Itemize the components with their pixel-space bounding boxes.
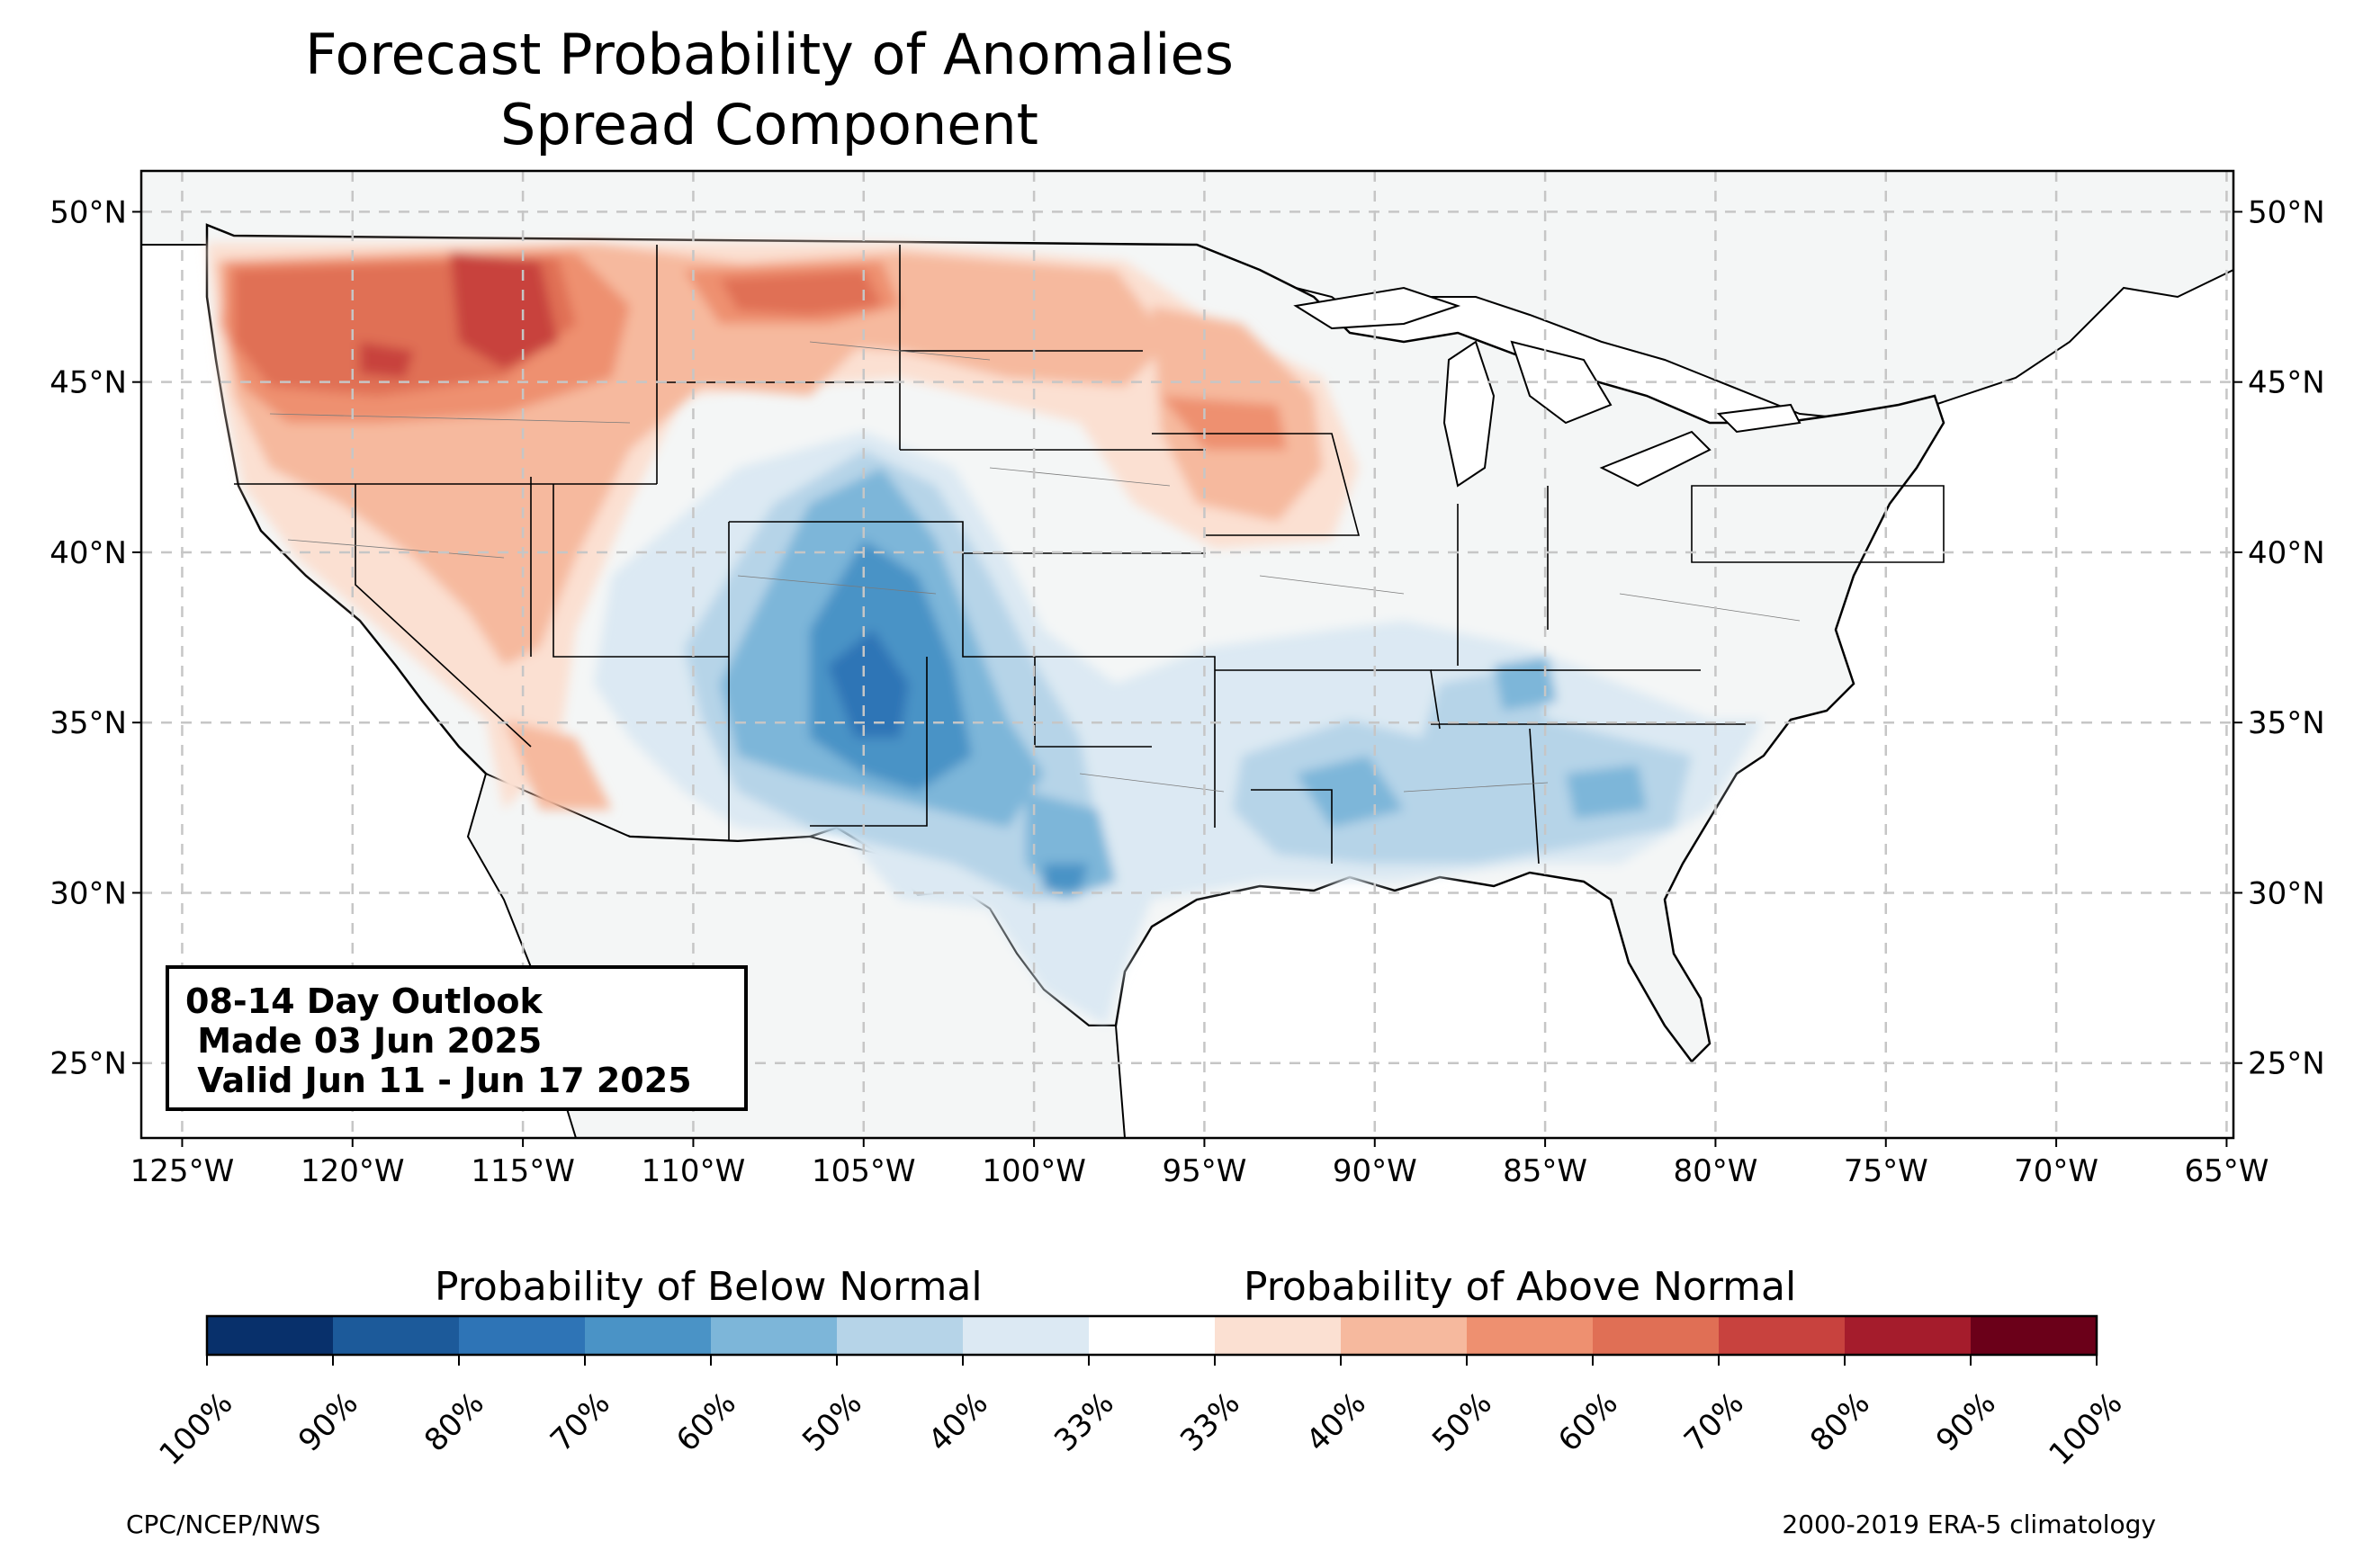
outlook-made-date: Made 03 Jun 2025 [185, 1021, 543, 1061]
lat-tick-label-left: 40°N [49, 535, 127, 571]
lat-tick-label-right: 45°N [2248, 365, 2325, 401]
colorbar-segment [459, 1316, 586, 1355]
chart-title: Forecast Probability of Anomalies Spread… [0, 20, 1539, 160]
colorbar-segment [1971, 1316, 2098, 1355]
axis-ticks: 125°W 120°W 115°W 110°W 105°W 100°W 95°W 90°W 85… [49, 194, 2324, 1189]
map-gridlines [141, 171, 2233, 1138]
lat-tick-label-right: 25°N [2248, 1046, 2325, 1082]
lon-tick-label: 85°W [1503, 1153, 1587, 1189]
colorbar-segment [207, 1316, 334, 1355]
colorbar-below-label: Probability of Below Normal [435, 1264, 983, 1310]
colorbar-segment [1719, 1316, 1846, 1355]
colorbar [205, 1314, 2098, 1366]
credit-climatology: 2000-2019 ERA-5 climatology [1782, 1510, 2156, 1539]
lat-tick-label-left: 25°N [49, 1046, 127, 1082]
above-normal-shading [207, 243, 1359, 810]
map-frame [139, 169, 2235, 1140]
lon-tick-label: 125°W [130, 1153, 235, 1189]
outlook-valid-range: Valid Jun 11 - Jun 17 2025 [185, 1061, 692, 1100]
lon-tick-label: 110°W [642, 1153, 746, 1189]
colorbar-segment [711, 1316, 838, 1355]
lat-tick-label-right: 40°N [2248, 535, 2325, 571]
lat-tick-label-right: 30°N [2248, 875, 2325, 911]
lon-tick-label: 65°W [2184, 1153, 2269, 1189]
minor-boundaries [269, 341, 1801, 793]
outlook-title: 08-14 Day Outlook [185, 981, 543, 1021]
colorbar-segment [585, 1316, 712, 1355]
colorbar-segment [333, 1316, 460, 1355]
colorbar-above-label: Probability of Above Normal [1244, 1264, 1797, 1310]
colorbar-segment [1215, 1316, 1342, 1355]
title-line-1: Forecast Probability of Anomalies [305, 22, 1234, 87]
below-normal-shading [594, 432, 1764, 1026]
lon-tick-label: 105°W [812, 1153, 916, 1189]
lon-tick-label: 95°W [1162, 1153, 1246, 1189]
colorbar-segment [963, 1316, 1090, 1355]
lat-tick-label-right: 35°N [2248, 705, 2325, 741]
outlook-info-box: 08-14 Day Outlook Made 03 Jun 2025 Valid… [166, 965, 748, 1111]
lat-tick-label-left: 50°N [49, 194, 127, 230]
colorbar-segment [1467, 1316, 1594, 1355]
lat-tick-label-left: 45°N [49, 365, 127, 401]
title-line-2: Spread Component [500, 92, 1038, 157]
lon-tick-label: 90°W [1333, 1153, 1417, 1189]
lat-tick-label-left: 30°N [49, 875, 127, 911]
colorbar-segment [1341, 1316, 1468, 1355]
lon-tick-label: 80°W [1673, 1153, 1757, 1189]
state-boundaries [234, 245, 1945, 865]
lon-tick-label: 75°W [1844, 1153, 1928, 1189]
lat-tick-label-left: 35°N [49, 705, 127, 741]
colorbar-frame [205, 1314, 2098, 1357]
lon-tick-label: 100°W [982, 1153, 1086, 1189]
lon-tick-label: 70°W [2014, 1153, 2098, 1189]
colorbar-segment [837, 1316, 964, 1355]
lon-tick-label: 120°W [301, 1153, 405, 1189]
lon-tick-label: 115°W [471, 1153, 575, 1189]
great-lakes [1293, 286, 1801, 488]
colorbar-segment [1845, 1316, 1972, 1355]
colorbar-segment [1089, 1316, 1216, 1355]
colorbar-segment [1593, 1316, 1720, 1355]
credit-source: CPC/NCEP/NWS [126, 1510, 321, 1539]
lat-tick-label-right: 50°N [2248, 194, 2325, 230]
